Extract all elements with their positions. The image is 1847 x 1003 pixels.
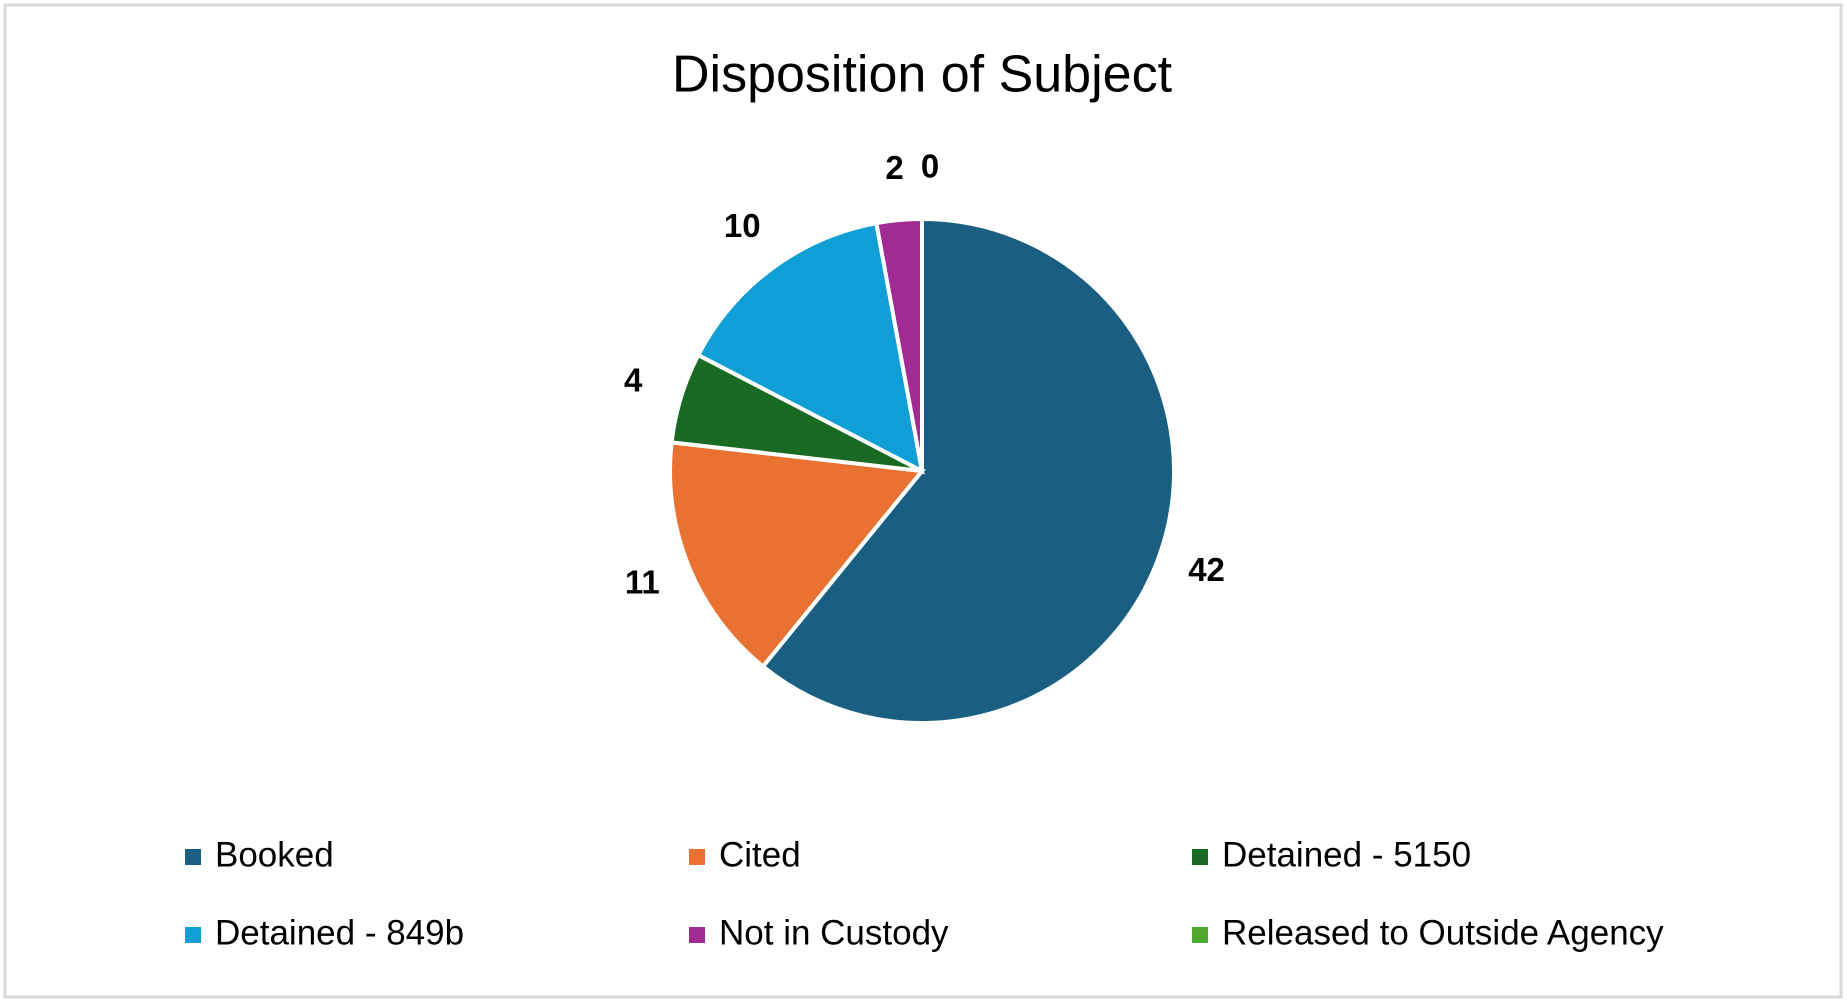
- pie-slice: [760, 216, 1176, 725]
- data-label: 42: [1188, 551, 1225, 588]
- chart-title: Disposition of Subject: [672, 46, 1173, 104]
- legend-label: Released to Outside Agency: [1222, 913, 1664, 952]
- legend-label: Detained - 849b: [215, 913, 464, 952]
- legend-label: Booked: [215, 835, 334, 874]
- legend-label: Not in Custody: [719, 913, 949, 952]
- legend-label: Detained - 5150: [1222, 835, 1471, 874]
- pie-slice: [668, 440, 926, 670]
- legend-swatch: [1192, 927, 1208, 943]
- data-label: 2: [885, 149, 903, 186]
- legend-swatch: [185, 927, 201, 943]
- legend-swatch: [689, 849, 705, 865]
- data-label: 0: [921, 148, 939, 185]
- legend-swatch: [1192, 849, 1208, 865]
- legend-swatch: [185, 849, 201, 865]
- data-label: 10: [724, 207, 761, 244]
- legend-swatch: [689, 927, 705, 943]
- legend-label: Cited: [719, 835, 801, 874]
- pie-slice: [695, 220, 925, 475]
- data-label: 11: [625, 564, 660, 601]
- data-label: 4: [624, 362, 643, 399]
